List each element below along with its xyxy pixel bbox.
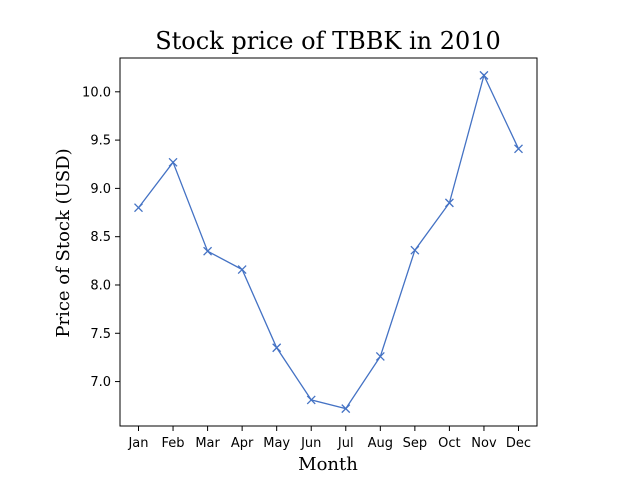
y-tick-label: 8.0: [90, 278, 111, 293]
x-tick-label: May: [263, 436, 290, 451]
x-tick-label: Jan: [127, 436, 148, 451]
x-tick-label: Dec: [506, 436, 531, 451]
data-point: [514, 144, 523, 154]
data-point: [237, 265, 247, 274]
x-tick-label: Nov: [471, 436, 497, 451]
data-point: [375, 351, 385, 361]
series-line: [137, 73, 520, 410]
y-tick-label: 7.0: [90, 375, 111, 390]
y-tick-label: 9.5: [90, 134, 111, 149]
data-point: [444, 198, 454, 208]
data-point: [203, 246, 213, 256]
data-point: [306, 395, 316, 405]
x-tick-label: Aug: [368, 436, 393, 451]
data-point: [479, 70, 489, 80]
x-axis: Jan Feb Mar Apr May Jun Jul Aug Sep Oct Nov Dec: [127, 426, 531, 451]
x-tick-label: Jul: [337, 436, 354, 451]
y-tick-label: 7.5: [90, 327, 111, 342]
data-point: [168, 157, 178, 167]
y-tick-label: 10.0: [82, 85, 111, 100]
x-axis-label: Month: [298, 454, 358, 475]
x-tick-label: Apr: [231, 436, 254, 451]
y-tick-label: 8.5: [90, 230, 111, 245]
series-layer: [134, 70, 523, 414]
chart-title: Stock price of TBBK in 2010: [155, 27, 501, 55]
x-tick-label: Oct: [438, 436, 460, 451]
x-tick-label: Feb: [162, 436, 185, 451]
data-point: [272, 343, 282, 353]
plot-frame: [119, 57, 538, 427]
data-point: [134, 203, 143, 213]
y-tick-label: 9.0: [90, 182, 111, 197]
data-point: [341, 404, 351, 414]
x-tick-label: Jun: [300, 436, 321, 451]
x-tick-label: Sep: [403, 436, 428, 451]
y-axis: 7.0 7.5 8.0 8.5 9.0 9.5 10.0: [82, 85, 120, 390]
x-tick-label: Mar: [195, 436, 220, 451]
y-axis-label: Price of Stock (USD): [53, 148, 74, 337]
data-point: [410, 245, 420, 255]
